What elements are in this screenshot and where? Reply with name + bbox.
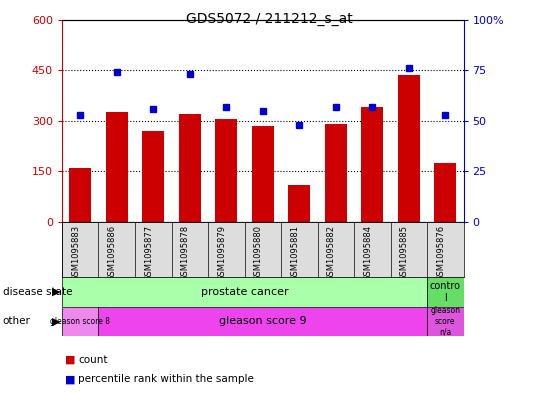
Bar (427, 277, 464, 307)
Bar (398, 75, 420, 222)
Bar (62, 307, 99, 336)
Text: GSM1095877: GSM1095877 (144, 225, 153, 281)
Bar (325, 124, 347, 222)
Text: disease state: disease state (3, 287, 72, 297)
Text: other: other (3, 316, 31, 326)
Text: GSM1095882: GSM1095882 (327, 225, 336, 281)
Text: prostate cancer: prostate cancer (201, 287, 288, 297)
Text: gleason score 8: gleason score 8 (50, 317, 110, 326)
Text: GSM1095881: GSM1095881 (291, 225, 299, 281)
Text: GSM1095876: GSM1095876 (436, 225, 445, 281)
Bar (361, 107, 383, 222)
Text: GDS5072 / 211212_s_at: GDS5072 / 211212_s_at (186, 12, 353, 26)
Bar (434, 163, 456, 222)
Text: contro
l: contro l (430, 281, 461, 303)
Text: GSM1095886: GSM1095886 (108, 225, 117, 281)
Bar (179, 114, 201, 222)
Text: GSM1095885: GSM1095885 (400, 225, 409, 281)
Text: GSM1095884: GSM1095884 (363, 225, 372, 281)
Bar (70, 168, 91, 222)
Bar (252, 126, 274, 222)
Text: ▶: ▶ (52, 316, 61, 326)
Text: percentile rank within the sample: percentile rank within the sample (78, 374, 254, 384)
Text: ▶: ▶ (52, 287, 61, 297)
Text: GSM1095880: GSM1095880 (254, 225, 263, 281)
Text: gleason
score
n/a: gleason score n/a (430, 307, 460, 336)
Bar (288, 185, 310, 222)
Bar (142, 131, 164, 222)
Bar (99, 307, 427, 336)
Bar (215, 119, 237, 222)
Text: ■: ■ (65, 374, 75, 384)
Text: GSM1095878: GSM1095878 (181, 225, 190, 281)
Text: GSM1095883: GSM1095883 (71, 225, 80, 281)
Text: count: count (78, 354, 108, 365)
Bar (106, 112, 128, 222)
Bar (427, 307, 464, 336)
Text: ■: ■ (65, 354, 75, 365)
Text: GSM1095879: GSM1095879 (217, 225, 226, 281)
Text: gleason score 9: gleason score 9 (219, 316, 307, 326)
